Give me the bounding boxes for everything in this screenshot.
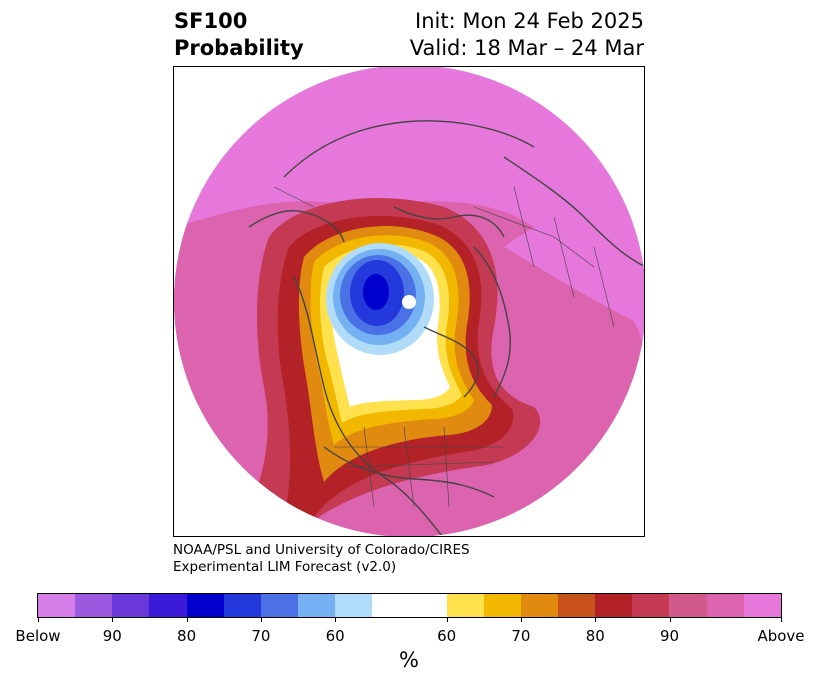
colorbar-tick-label: 90 [660,627,680,645]
colorbar-segment [372,594,447,617]
colorbar-segment [706,594,744,617]
colorbar-segment [557,594,596,617]
colorbar-segment [260,594,298,617]
pole-hole [402,295,416,309]
valid-range: Valid: 18 Mar – 24 Mar [409,36,644,60]
colorbar-segment [632,594,670,617]
colorbar-tick-label: 70 [511,627,531,645]
colorbar-tick-label: 90 [102,627,122,645]
colorbar-segment [75,594,113,617]
colorbar-segment [149,594,187,617]
polar-map [173,66,645,537]
political-borders [273,186,615,508]
colorbar-tick-mark [446,617,448,622]
colorbar-tick-label: 70 [251,627,271,645]
colorbar-segment [520,594,558,617]
colorbar-segment [743,594,781,617]
colorbar-tick-mark [260,617,262,622]
title-variable: SF100 [174,9,248,33]
colorbar-segment [297,594,336,617]
init-date: Init: Mon 24 Feb 2025 [415,9,644,33]
colorbar-tick-mark [38,617,39,622]
probability-colorbar [37,593,782,618]
colorbar-tick-mark [595,617,597,622]
colorbar-segment [483,594,521,617]
colorbar-unit: % [399,648,419,672]
colorbar-tick-label: 80 [585,627,605,645]
field-above-east [504,187,644,327]
colorbar-tick-label: 80 [177,627,197,645]
colorbar-tick-label: 60 [325,627,345,645]
colorbar-tick-mark [112,617,114,622]
colorbar-segment [446,594,484,617]
title-quantity: Probability [174,36,304,60]
colorbar-segment [223,594,261,617]
colorbar-tick-mark [186,617,188,622]
colorbar-segment [595,594,633,617]
colorbar-segment [112,594,150,617]
credit-line-1: NOAA/PSL and University of Colorado/CIRE… [173,542,470,558]
forecast-field [174,67,644,536]
colorbar-tick-mark [669,617,671,622]
field-below-90 [363,274,389,310]
colorbar-tick-mark [781,617,782,622]
colorbar-tick-label: Below [15,627,61,645]
forecast-dates: Init: Mon 24 Feb 2025 Valid: 18 Mar – 24… [410,8,644,62]
colorbar-tick-mark [520,617,522,622]
credit-line-2: Experimental LIM Forecast (v2.0) [173,559,397,575]
colorbar-segment [186,594,224,617]
colorbar-tick-label: 60 [437,627,457,645]
coastlines [248,120,644,536]
colorbar-segment [335,594,373,617]
colorbar-tick-label: Above [757,627,805,645]
colorbar-tick-mark [335,617,337,622]
colorbar-segment [38,594,76,617]
data-credit: NOAA/PSL and University of Colorado/CIRE… [173,542,470,576]
map-svg [174,67,644,536]
colorbar-segment [669,594,707,617]
map-title: SF100 Probability [174,8,304,62]
